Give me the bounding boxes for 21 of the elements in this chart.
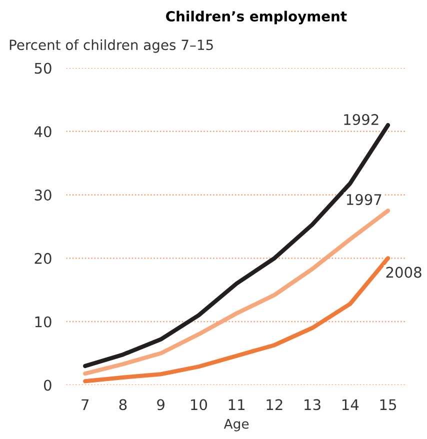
x-tick-label: 12 [266,399,282,410]
y-tick-label: 30 [34,190,52,201]
x-tick-label: 7 [82,399,89,410]
x-tick-label: 14 [342,399,359,410]
x-tick-label: 10 [191,399,208,410]
y-tick-label: 40 [34,126,52,138]
y-tick-label: 50 [34,62,52,74]
series-label: 1992 [344,114,378,126]
x-axis-title: Age [224,418,249,432]
x-tick-label: 13 [304,399,320,410]
x-tick-label: 9 [157,399,164,410]
x-tick-label: 8 [119,399,127,410]
series-label: 1997 [346,194,382,206]
y-tick-label: 0 [44,380,52,391]
chart-title: Children’s employment [166,10,347,24]
y-tick-label: 10 [35,316,52,328]
x-tick-label: 11 [228,399,244,410]
y-axis-title: Percent of children ages 7–15 [10,39,213,53]
x-tick-label: 15 [380,399,396,410]
series-label: 2008 [386,266,422,278]
y-tick-label: 20 [34,252,52,264]
